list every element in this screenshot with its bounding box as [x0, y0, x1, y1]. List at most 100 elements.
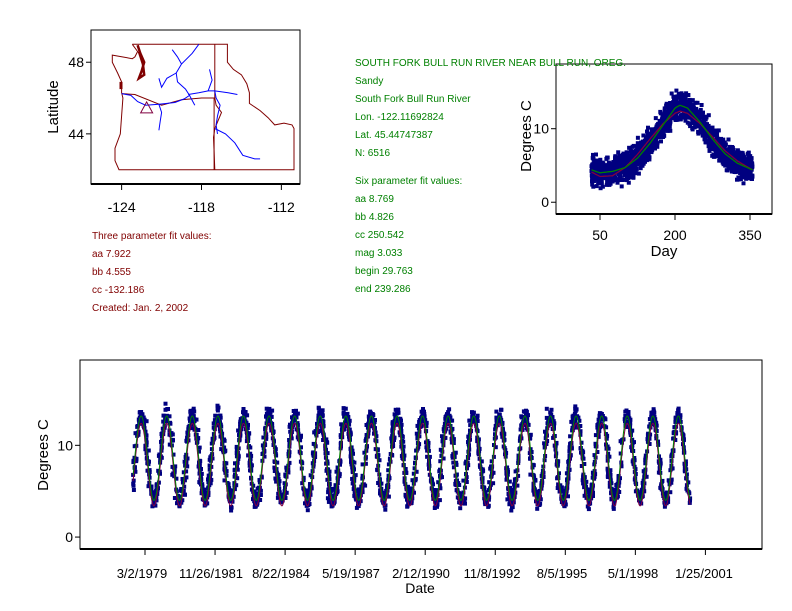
season-point [617, 153, 622, 158]
season-point [707, 141, 712, 146]
timeseries-point [276, 482, 281, 487]
season-point [654, 128, 659, 133]
season-point [717, 156, 722, 161]
timeseries-point [241, 407, 246, 411]
timeseries-point [421, 410, 426, 415]
timeseries-point [247, 431, 252, 436]
timeseries-point [453, 450, 458, 455]
season-point [653, 116, 658, 121]
timeseries-point [373, 447, 378, 452]
timeseries-point [438, 459, 443, 464]
timeseries-point [185, 430, 190, 435]
station-latitude: Lat. 45.44747387 [355, 130, 433, 141]
station-triangle-marker[interactable] [139, 100, 154, 114]
timeseries-point [682, 469, 687, 474]
season-point [681, 107, 686, 112]
timeseries-point [567, 449, 572, 454]
timeseries-point [236, 457, 241, 461]
timeseries-point [530, 462, 535, 467]
timeseries-point [249, 463, 254, 468]
season-point [715, 154, 720, 158]
timeseries-point [675, 414, 680, 418]
season-point [692, 125, 697, 130]
timeseries-point [497, 413, 502, 418]
timeseries-point [182, 478, 187, 483]
timeseries-point [324, 437, 329, 442]
timeseries-point [436, 480, 441, 485]
season-point [734, 169, 739, 174]
timeseries-point [327, 477, 332, 482]
season-point [599, 176, 604, 181]
timeseries-point [403, 492, 408, 497]
timeseries-point [489, 464, 493, 469]
timeseries-point [438, 486, 443, 491]
timeseries-y-axis-label: Degrees C [35, 419, 52, 491]
season-point [693, 116, 698, 121]
timeseries-point [479, 459, 484, 464]
timeseries-point [482, 486, 487, 491]
timeseries-point [353, 473, 358, 478]
season-point [639, 160, 644, 165]
timeseries-point [614, 487, 619, 492]
timeseries-point [264, 406, 269, 411]
timeseries-x-tick-label: 8/5/1995 [537, 566, 588, 581]
season-point [591, 152, 595, 157]
timeseries-point [656, 470, 661, 475]
timeseries-point [491, 481, 496, 486]
timeseries-point [512, 477, 517, 482]
timeseries-point [191, 414, 196, 419]
season-point [744, 176, 749, 181]
map-x-tick-label: -118 [188, 199, 215, 215]
timeseries-point [390, 425, 395, 430]
timeseries-point [652, 410, 657, 415]
timeseries-point [283, 474, 288, 478]
timeseries-point [677, 419, 682, 423]
season-point [732, 170, 737, 174]
timeseries-point [673, 419, 678, 424]
timeseries-point [230, 498, 235, 503]
timeseries-point [605, 474, 610, 479]
season-point [622, 170, 627, 174]
timeseries-point [131, 483, 136, 488]
timeseries-x-tick-label: 11/8/1992 [464, 566, 521, 581]
timeseries-point [420, 416, 425, 420]
created-date: Created: Jan. 2, 2002 [92, 303, 189, 314]
timeseries-point [306, 499, 311, 503]
timeseries-point [334, 469, 339, 474]
season-point [721, 137, 726, 142]
timeseries-point [316, 406, 321, 411]
timeseries-point [391, 444, 396, 448]
timeseries-point [147, 459, 151, 464]
timeseries-point [395, 411, 400, 415]
timeseries-point [544, 406, 549, 411]
season-point [697, 115, 702, 120]
season-point [638, 157, 643, 162]
season-point [707, 148, 712, 153]
timeseries-point [460, 500, 465, 504]
river [214, 90, 238, 95]
timeseries-point [207, 457, 212, 462]
season-point [613, 178, 617, 183]
season-point [632, 150, 637, 155]
timeseries-point [550, 421, 555, 426]
timeseries-point [133, 469, 138, 474]
season-x-tick-label: 50 [592, 227, 608, 243]
timeseries-point [376, 481, 381, 485]
season-y-axis-label: Degrees C [518, 100, 535, 172]
timeseries-point [521, 419, 526, 424]
season-point [624, 178, 629, 183]
season-point [651, 139, 656, 143]
timeseries-point [208, 455, 213, 460]
timeseries-point [206, 480, 211, 485]
timeseries-point [293, 413, 298, 418]
timeseries-point [295, 411, 300, 416]
timeseries-point [551, 435, 556, 440]
timeseries-point [536, 498, 541, 503]
season-point [640, 139, 645, 144]
six-param-mag: mag 3.033 [355, 248, 403, 259]
map-y-tick-label: 48 [68, 54, 84, 70]
timeseries-point [512, 487, 517, 492]
timeseries-point [349, 460, 354, 465]
season-point [645, 146, 650, 151]
season-point [673, 117, 678, 122]
